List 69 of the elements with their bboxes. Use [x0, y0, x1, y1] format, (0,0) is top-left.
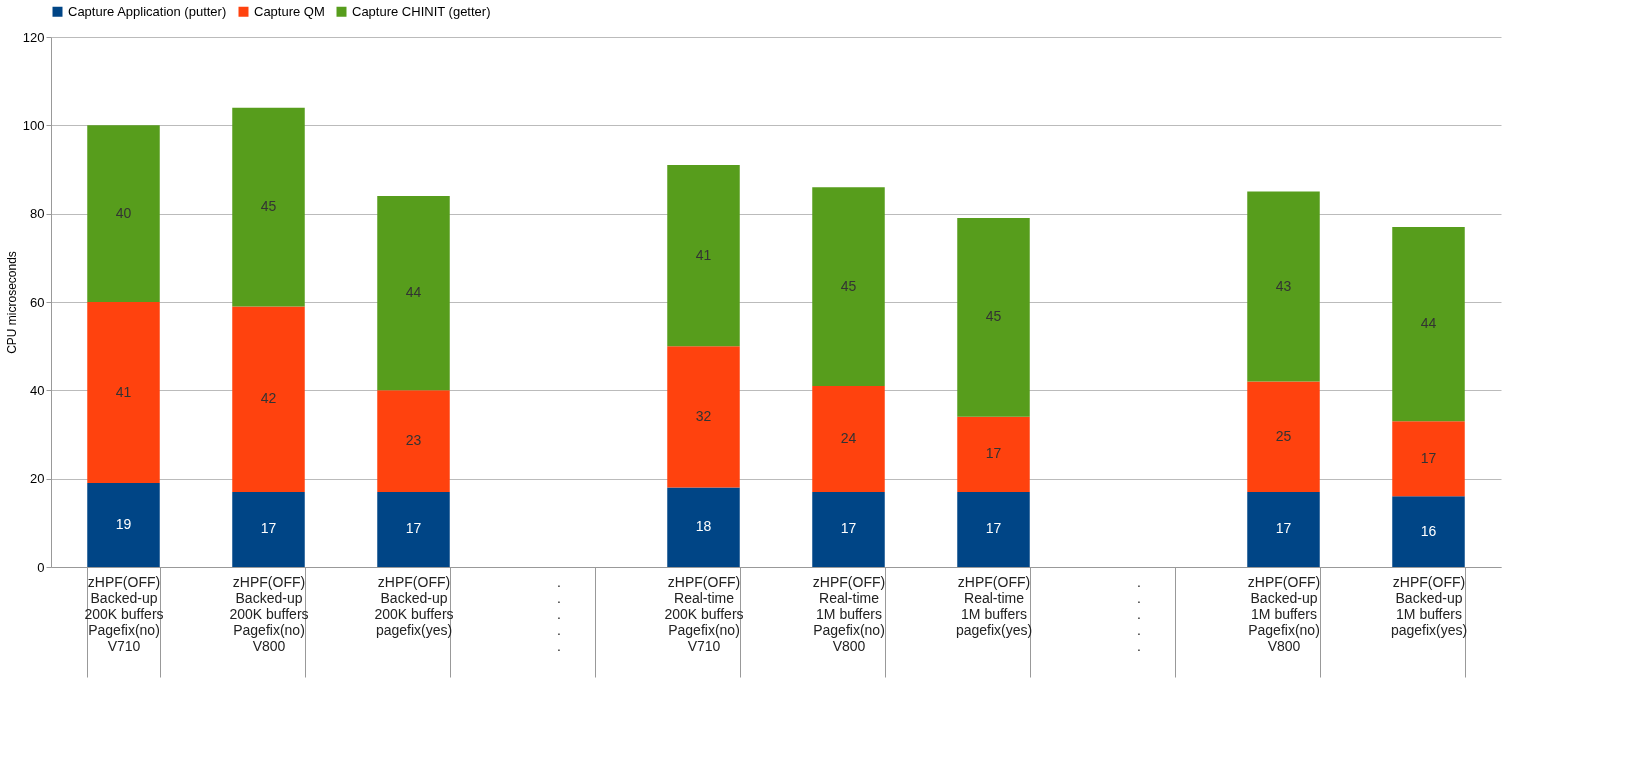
bar	[1392, 226, 1465, 422]
bar	[232, 306, 305, 492]
bar	[667, 346, 740, 488]
x-tick-label: zHPF(OFF) Backed-up 200K buffers Pagefix(no) V800	[229, 573, 309, 654]
data-label: 17	[1420, 449, 1437, 466]
data-label: 43	[1275, 277, 1292, 294]
x-tick-label: zHPF(OFF) Real-time 1M buffers pagefix(yes)	[955, 573, 1033, 638]
data-label: 44	[405, 284, 422, 301]
data-label: 16	[1420, 522, 1437, 539]
data-label: 17	[985, 445, 1002, 462]
data-label: 17	[985, 520, 1002, 537]
bar	[1247, 191, 1320, 382]
data-label: 41	[115, 383, 132, 400]
x-tick-label: zHPF(OFF) Backed-up 200K buffers Pagefix(no) V710	[84, 573, 164, 654]
data-label: 25	[1275, 427, 1292, 444]
bar	[1247, 381, 1320, 492]
data-label: 17	[840, 520, 857, 537]
y-tick-label: 80	[30, 206, 45, 222]
bar	[377, 491, 450, 567]
data-label: 17	[405, 520, 422, 537]
y-tick-label: 120	[22, 29, 45, 45]
x-tick-label: zHPF(OFF) Backed-up 200K buffers pagefix(yes)	[374, 573, 454, 638]
bar	[957, 218, 1030, 417]
bar	[1247, 491, 1320, 567]
y-tick-label: 100	[22, 117, 45, 133]
y-tick-label: 20	[30, 471, 45, 487]
x-tick-label: zHPF(OFF) Backed-up 1M buffers pagefix(yes)	[1390, 573, 1468, 638]
data-label: 23	[405, 432, 422, 449]
y-tick-label: 40	[30, 382, 45, 398]
data-label: 42	[260, 390, 277, 407]
data-label: 40	[115, 204, 132, 221]
x-tick-label: zHPF(OFF) Real-time 200K buffers Pagefix(no) V710	[664, 573, 744, 654]
data-label: 17	[260, 520, 277, 537]
bar	[812, 187, 885, 386]
bar	[667, 165, 740, 347]
bar	[812, 385, 885, 492]
data-label: 18	[695, 518, 712, 535]
bar	[1392, 421, 1465, 497]
bar	[232, 491, 305, 567]
bar	[957, 491, 1030, 567]
data-label: 24	[840, 429, 857, 446]
data-label: 32	[695, 407, 712, 424]
bar	[812, 491, 885, 567]
legend-label: Capture Application (putter)	[68, 3, 227, 19]
bar	[377, 196, 450, 391]
bar	[87, 483, 160, 567]
x-tick-label: zHPF(OFF) Backed-up 1M buffers Pagefix(no) V800	[1247, 573, 1321, 654]
data-label: 41	[695, 246, 712, 263]
x-tick-label: . . . . .	[557, 573, 561, 654]
y-axis-title: CPU microseconds	[4, 251, 19, 354]
y-tick-label: 60	[30, 294, 45, 310]
bar	[377, 390, 450, 492]
bar	[87, 302, 160, 484]
legend-label: Capture CHINIT (getter)	[352, 3, 491, 19]
bar	[87, 125, 160, 302]
data-label: 45	[260, 198, 277, 215]
bar	[667, 487, 740, 567]
y-tick-label: 0	[37, 559, 45, 575]
x-tick-label: . . . . .	[1137, 573, 1141, 654]
data-label: 44	[1420, 315, 1437, 332]
data-label: 45	[985, 308, 1002, 325]
data-label: 17	[1275, 520, 1292, 537]
bar	[957, 416, 1030, 492]
legend-label: Capture QM	[254, 3, 325, 19]
bar	[1392, 496, 1465, 567]
data-label: 19	[115, 516, 132, 533]
bar	[232, 107, 305, 307]
x-tick-label: zHPF(OFF) Real-time 1M buffers Pagefix(no) V800	[812, 573, 886, 654]
data-label: 45	[840, 277, 857, 294]
